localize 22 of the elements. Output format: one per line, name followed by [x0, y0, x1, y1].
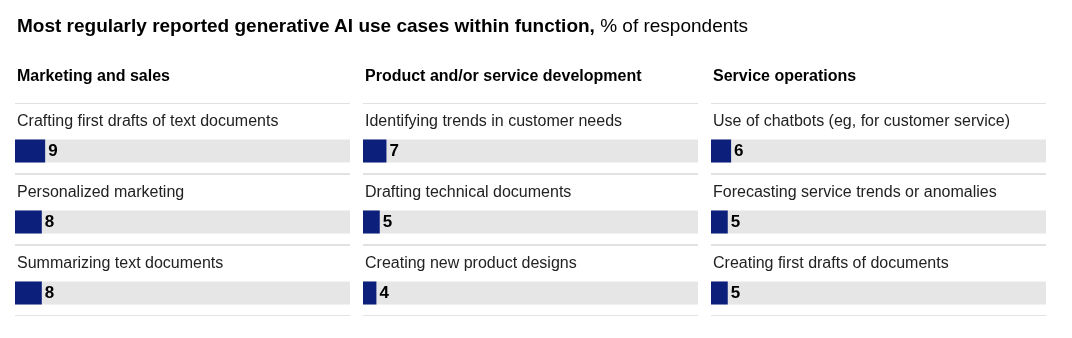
- data-label: 4: [379, 283, 390, 303]
- data-label: 5: [382, 212, 393, 232]
- data-label: 7: [389, 141, 399, 161]
- data-label: 5: [730, 283, 741, 303]
- category-label: Creating new product designs: [365, 254, 577, 271]
- category-label: Summarizing text documents: [17, 254, 224, 271]
- text: % of respondents: [600, 15, 749, 36]
- chart-title: Service operations: [713, 67, 857, 84]
- category-label: Use of chatbots (eg, for customer service): [713, 112, 1010, 129]
- chart-title: Marketing and sales: [17, 67, 171, 84]
- category-label: Personalized marketing: [17, 183, 185, 200]
- category-label: Drafting technical documents: [365, 183, 572, 200]
- data-label: 8: [44, 212, 55, 232]
- data-label: 8: [44, 283, 55, 303]
- text: Most regularly reported generative AI use cases within function,: [17, 15, 595, 36]
- category-label: Forecasting service trends or anomalies: [713, 183, 997, 200]
- chart-title: Product and/or service development: [365, 67, 643, 84]
- category-label: Creating first drafts of documents: [713, 254, 949, 271]
- category-label: Crafting first drafts of text documents: [17, 112, 279, 129]
- data-label: 6: [734, 141, 744, 161]
- category-label: Identifying trends in customer needs: [365, 112, 623, 129]
- data-label: 5: [730, 212, 741, 232]
